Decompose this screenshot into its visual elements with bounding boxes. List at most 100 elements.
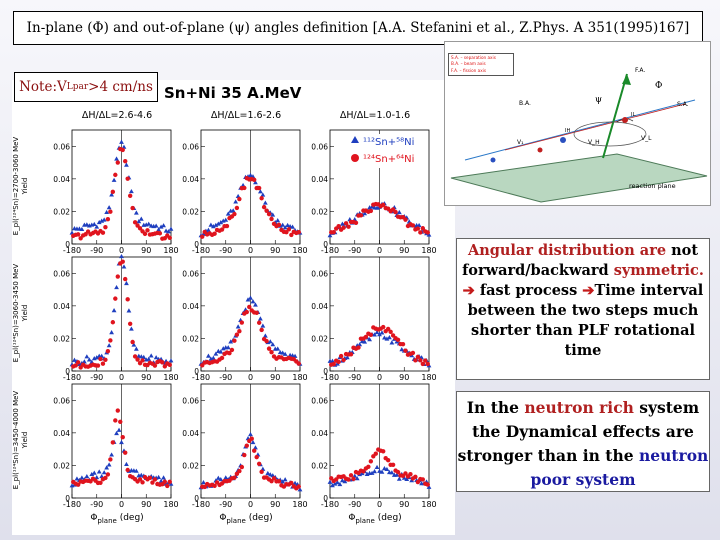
data-point-blue xyxy=(104,465,110,470)
data-point-red xyxy=(368,208,374,214)
data-point-blue xyxy=(426,232,432,237)
data-point-red xyxy=(167,235,172,241)
data-point-red xyxy=(415,226,421,231)
ba-label: B.A. xyxy=(519,100,531,107)
data-point-red xyxy=(242,452,247,458)
y-tick-label: 0.02 xyxy=(311,461,328,470)
y-tick-label: 0.02 xyxy=(311,334,328,343)
x-tick-label: -180 xyxy=(192,500,210,509)
data-point-red xyxy=(254,454,259,460)
data-point-red xyxy=(269,350,274,355)
y-tick-label: 0.02 xyxy=(182,461,199,470)
data-point-blue xyxy=(379,469,385,474)
data-point-blue xyxy=(339,478,345,483)
data-point-red xyxy=(200,234,205,239)
data-point-blue xyxy=(119,253,124,259)
vh-label: V_H xyxy=(588,139,600,146)
data-point-red xyxy=(167,362,172,368)
x-tick-label: 180 xyxy=(421,500,436,509)
y-tick-label: 0.02 xyxy=(311,207,328,216)
data-point-red xyxy=(400,341,406,347)
data-point-red xyxy=(408,472,413,477)
y-tick-label: 0 xyxy=(65,494,70,503)
data-point-red xyxy=(237,196,242,202)
y-tick-label: 0.02 xyxy=(53,207,70,216)
data-point-blue xyxy=(262,333,268,338)
data-point-blue xyxy=(116,427,122,432)
data-point-blue xyxy=(146,356,152,361)
data-point-blue xyxy=(168,226,174,231)
data-point-red xyxy=(100,230,106,235)
data-point-blue xyxy=(292,353,298,358)
data-point-blue xyxy=(223,217,229,222)
data-point-red xyxy=(289,232,294,238)
data-point-blue xyxy=(260,192,266,197)
x-tick-label: 90 xyxy=(399,246,409,255)
x-tick-label: 0 xyxy=(248,246,253,255)
data-point-red xyxy=(286,227,292,232)
figure-panel: Sn+Ni 35 A.MeV ΔH/ΔL=2.6-4.6 ΔH/ΔL=1.6-2… xyxy=(12,80,455,535)
y-tick-label: 0.06 xyxy=(311,396,328,405)
data-point-red xyxy=(127,321,133,326)
data-point-red xyxy=(75,232,81,237)
data-point-red xyxy=(259,327,264,333)
data-point-red xyxy=(256,461,262,467)
data-point-red xyxy=(73,363,78,368)
data-point-blue xyxy=(282,477,288,482)
data-point-blue xyxy=(89,471,95,477)
data-point-blue xyxy=(374,464,380,470)
data-point-red xyxy=(232,475,237,480)
data-point-blue xyxy=(129,326,134,331)
data-point-blue xyxy=(267,339,273,344)
reaction-plane-label: reaction plane xyxy=(629,182,676,190)
x-tick-label: -90 xyxy=(348,246,361,255)
data-point-blue xyxy=(416,222,422,228)
data-point-blue xyxy=(218,349,224,354)
fa-label: F.A. xyxy=(635,67,645,74)
data-point-blue xyxy=(206,227,211,232)
data-point-blue xyxy=(119,439,124,445)
data-point-red xyxy=(244,443,249,448)
data-point-red xyxy=(98,356,103,362)
data-point-blue xyxy=(161,475,166,480)
data-point-blue xyxy=(218,476,224,482)
data-point-blue xyxy=(119,139,124,144)
data-point-red xyxy=(105,217,111,222)
data-point-red xyxy=(271,476,277,481)
data-point-red xyxy=(103,475,108,481)
diagram-legend: S.A. – separation axis B.A. – beam axis … xyxy=(448,53,514,76)
data-point-blue xyxy=(253,445,258,450)
data-point-red xyxy=(261,204,267,210)
data-point-blue xyxy=(101,217,107,222)
y-tick-label: 0.06 xyxy=(53,269,70,278)
y-tick-label: 0.06 xyxy=(182,396,199,405)
conclusion-block-2: In the neutron rich system the Dynamical… xyxy=(456,391,710,492)
data-point-red xyxy=(152,477,158,482)
data-point-red xyxy=(284,230,289,235)
data-point-blue xyxy=(109,330,114,335)
data-point-red xyxy=(259,196,264,201)
data-point-blue xyxy=(131,342,137,347)
data-point-red xyxy=(123,276,128,282)
data-point-red xyxy=(95,363,101,368)
data-point-red xyxy=(381,324,386,330)
legend-marker-circle xyxy=(351,154,359,162)
data-point-red xyxy=(118,419,123,424)
x-tick-label: 0 xyxy=(248,373,253,382)
data-point-red xyxy=(254,310,259,316)
data-point-red xyxy=(341,225,346,230)
data-point-blue xyxy=(114,156,119,161)
data-point-red xyxy=(385,457,391,463)
x-tick-label: 180 xyxy=(292,500,307,509)
data-point-blue xyxy=(389,470,395,475)
y-tick-label: 0.06 xyxy=(182,269,199,278)
x-tick-label: -90 xyxy=(90,373,103,382)
data-point-blue xyxy=(201,480,206,485)
data-point-red xyxy=(413,358,418,363)
data-point-red xyxy=(296,484,301,489)
data-point-blue xyxy=(354,476,360,481)
y-tick-label: 0.02 xyxy=(53,461,70,470)
data-point-red xyxy=(137,477,143,482)
data-point-blue xyxy=(233,199,239,204)
